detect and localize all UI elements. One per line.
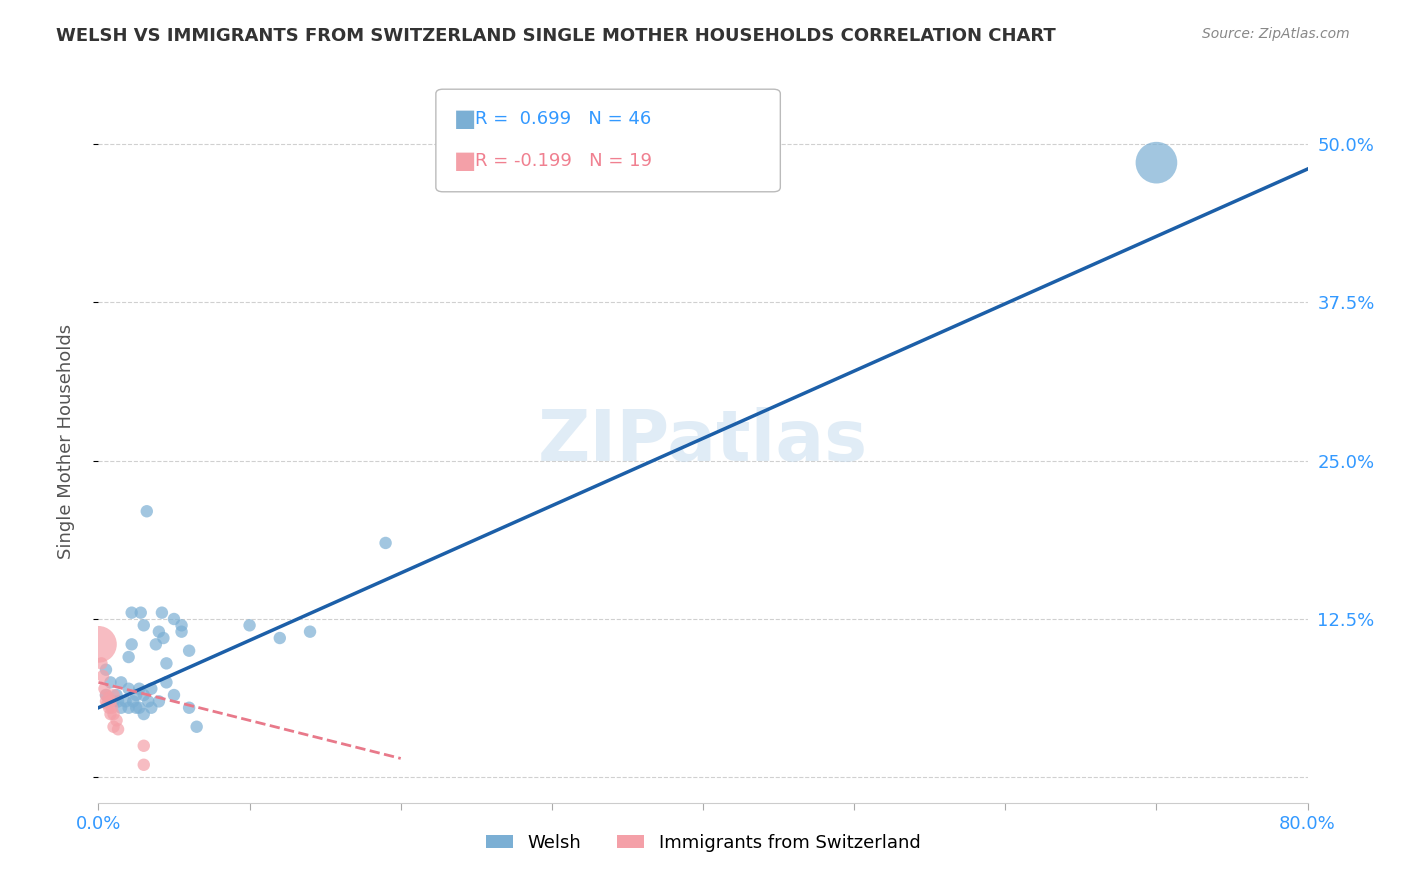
Point <box>135 504 157 518</box>
Point <box>103 707 125 722</box>
Point <box>94 688 117 702</box>
Text: ■: ■ <box>454 107 477 130</box>
Point <box>110 675 132 690</box>
Point <box>132 757 155 772</box>
Point <box>125 700 148 714</box>
Point <box>145 637 167 651</box>
Text: R =  0.699   N = 46: R = 0.699 N = 46 <box>475 110 651 128</box>
Point <box>269 631 291 645</box>
Point <box>87 637 110 651</box>
Point <box>186 720 208 734</box>
Point <box>179 643 201 657</box>
Point <box>163 612 186 626</box>
Point <box>1144 155 1167 169</box>
Point <box>128 700 150 714</box>
Point <box>155 675 177 690</box>
Point <box>299 624 322 639</box>
Text: WELSH VS IMMIGRANTS FROM SWITZERLAND SINGLE MOTHER HOUSEHOLDS CORRELATION CHART: WELSH VS IMMIGRANTS FROM SWITZERLAND SIN… <box>56 27 1056 45</box>
Point <box>148 624 170 639</box>
Point <box>132 688 155 702</box>
Point <box>136 694 159 708</box>
Text: R = -0.199   N = 19: R = -0.199 N = 19 <box>475 152 652 169</box>
Point <box>148 694 170 708</box>
Point <box>132 739 155 753</box>
Point <box>179 700 201 714</box>
Point <box>100 675 122 690</box>
Point <box>122 694 145 708</box>
Point <box>98 690 121 705</box>
Point <box>93 681 115 696</box>
Legend: Welsh, Immigrants from Switzerland: Welsh, Immigrants from Switzerland <box>478 826 928 859</box>
Point <box>141 700 163 714</box>
Point <box>121 637 143 651</box>
Point <box>94 663 117 677</box>
Point <box>121 606 143 620</box>
Point <box>170 618 193 632</box>
Point <box>103 694 125 708</box>
Text: ■: ■ <box>454 149 477 172</box>
Point <box>150 606 173 620</box>
Point <box>100 694 122 708</box>
Point <box>110 700 132 714</box>
Point <box>100 707 122 722</box>
Point <box>152 631 174 645</box>
Point <box>129 606 152 620</box>
Point <box>141 681 163 696</box>
Point <box>132 618 155 632</box>
Point <box>103 688 125 702</box>
Point <box>118 650 141 665</box>
Point <box>118 700 141 714</box>
Point <box>239 618 262 632</box>
Point <box>114 694 136 708</box>
Point <box>128 681 150 696</box>
Point <box>98 700 121 714</box>
Point <box>101 700 124 714</box>
Point <box>107 694 129 708</box>
Point <box>96 697 118 711</box>
Point <box>163 688 186 702</box>
Y-axis label: Single Mother Households: Single Mother Households <box>56 324 75 559</box>
Point <box>105 714 128 728</box>
Point <box>155 657 177 671</box>
Point <box>91 669 114 683</box>
Point <box>107 723 129 737</box>
Point <box>103 720 125 734</box>
Point <box>132 707 155 722</box>
Text: Source: ZipAtlas.com: Source: ZipAtlas.com <box>1202 27 1350 41</box>
Text: ZIPatlas: ZIPatlas <box>538 407 868 476</box>
Point <box>90 657 112 671</box>
Point <box>125 688 148 702</box>
Point <box>118 681 141 696</box>
Point <box>105 688 128 702</box>
Point <box>374 536 396 550</box>
Point <box>94 694 117 708</box>
Point <box>94 688 117 702</box>
Point <box>170 624 193 639</box>
